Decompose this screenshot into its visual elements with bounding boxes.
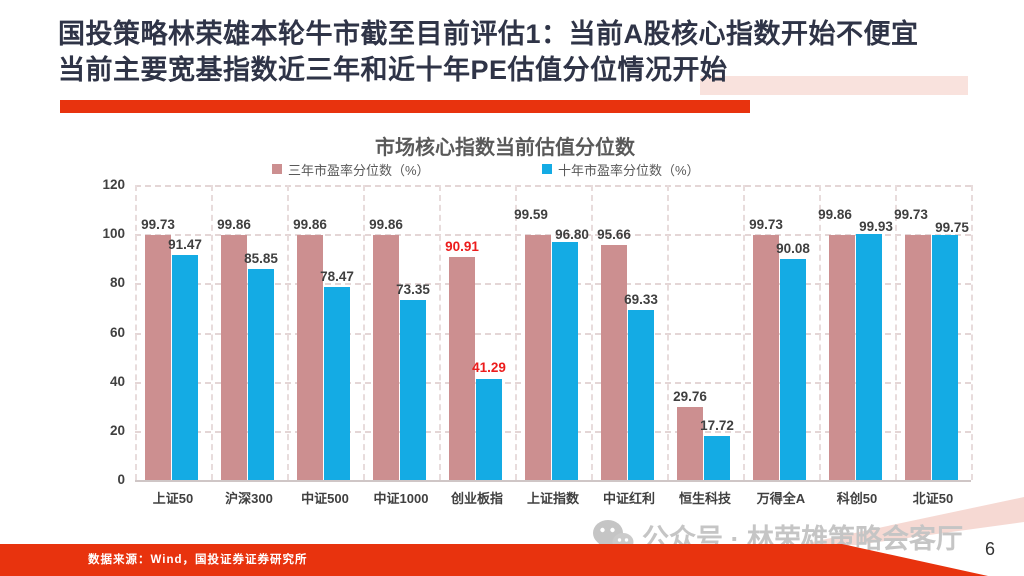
y-tick-label-40: 40 <box>109 373 125 389</box>
x-axis-label-科创50: 科创50 <box>836 491 878 506</box>
x-axis-label-北证50: 北证50 <box>912 491 954 506</box>
x-axis-label-上证指数: 上证指数 <box>526 491 579 506</box>
title-underline-bar <box>60 100 750 113</box>
gridline-y-0 <box>135 480 971 482</box>
gridline-x-7 <box>667 185 669 480</box>
x-axis-label-沪深300: 沪深300 <box>225 491 273 506</box>
chart-title: 市场核心指数当前估值分位数 <box>375 137 635 159</box>
bar-value-10yr-万得全A: 90.08 <box>776 240 810 256</box>
bar-10yr-万得全A <box>780 258 806 480</box>
bar-value-10yr-科创50: 99.93 <box>859 219 893 235</box>
bar-3yr-上证指数 <box>525 235 551 480</box>
gridline-x-0 <box>135 185 137 480</box>
gridline-x-9 <box>819 185 821 480</box>
x-axis-label-中证500: 中证500 <box>301 491 349 506</box>
bar-10yr-中证500 <box>324 287 350 480</box>
y-tick-label-120: 120 <box>102 177 125 192</box>
y-tick-label-60: 60 <box>109 324 125 340</box>
legend-swatch-3yr <box>272 164 282 174</box>
bar-value-10yr-中证红利: 69.33 <box>624 291 658 307</box>
bar-value-3yr-上证指数: 99.59 <box>514 207 548 223</box>
legend-label-10yr: 十年市盈率分位数（%） <box>558 162 700 178</box>
bar-10yr-创业板指 <box>476 378 502 480</box>
legend-label-3yr: 三年市盈率分位数（%） <box>288 162 430 178</box>
bar-3yr-创业板指 <box>449 256 475 480</box>
bar-3yr-沪深300 <box>221 234 247 480</box>
page-title-line2: 当前主要宽基指数近三年和近十年PE估值分位情况开始 <box>58 55 728 85</box>
gridline-x-5 <box>515 185 517 480</box>
bar-10yr-中证1000 <box>400 299 426 480</box>
bar-value-3yr-恒生科技: 29.76 <box>673 388 707 404</box>
bar-value-3yr-中证1000: 99.86 <box>369 216 403 232</box>
bar-value-3yr-沪深300: 99.86 <box>217 216 251 232</box>
gridline-y-100 <box>135 234 971 237</box>
bar-value-3yr-上证50: 99.73 <box>141 216 175 232</box>
y-axis: 0 20 40 60 80 100 120 <box>80 177 125 487</box>
bar-value-3yr-科创50: 99.86 <box>818 206 852 222</box>
x-axis-label-创业板指: 创业板指 <box>450 491 503 506</box>
bar-3yr-科创50 <box>829 234 855 480</box>
y-tick-label-80: 80 <box>109 275 125 291</box>
bar-value-3yr-中证红利: 95.66 <box>597 226 631 242</box>
bar-3yr-中证红利 <box>601 244 627 480</box>
bar-value-10yr-恒生科技: 17.72 <box>700 418 734 434</box>
legend-item-10yr: 十年市盈率分位数（%） <box>542 161 700 178</box>
bar-value-10yr-中证1000: 73.35 <box>396 281 430 297</box>
x-axis-label-中证红利: 中证红利 <box>602 491 655 506</box>
bar-value-3yr-北证50: 99.73 <box>894 206 928 222</box>
x-axis-label-上证50: 上证50 <box>152 491 194 506</box>
page-title-line1: 国投策略林荣雄本轮牛市截至目前评估1：当前A股核心指数开始不便宜 <box>58 19 919 49</box>
bar-3yr-上证50 <box>145 234 171 480</box>
bar-3yr-北证50 <box>905 234 931 480</box>
bar-value-10yr-上证指数: 96.80 <box>555 227 589 243</box>
legend-item-3yr: 三年市盈率分位数（%） <box>272 161 430 178</box>
gridline-y-120 <box>135 185 971 187</box>
bar-value-10yr-沪深300: 85.85 <box>244 250 278 266</box>
y-tick-label-20: 20 <box>109 422 125 438</box>
bar-3yr-万得全A <box>753 234 779 480</box>
gridline-x-6 <box>591 185 593 480</box>
bar-3yr-恒生科技 <box>677 406 703 480</box>
gridline-x-8 <box>743 185 745 480</box>
bar-10yr-上证指数 <box>552 242 578 480</box>
x-axis-label-万得全A: 万得全A <box>756 491 806 506</box>
bar-value-10yr-上证50: 91.47 <box>168 237 202 253</box>
legend-swatch-10yr <box>542 164 552 174</box>
x-axis-label-恒生科技: 恒生科技 <box>678 491 731 506</box>
gridline-x-4 <box>439 185 441 480</box>
bar-value-3yr-中证500: 99.86 <box>293 216 327 232</box>
gridline-x-10 <box>895 185 897 480</box>
gridline-x-1 <box>211 185 213 480</box>
gridline-x-11 <box>971 185 973 480</box>
x-axis-label-中证1000: 中证1000 <box>373 491 429 506</box>
bar-value-10yr-创业板指: 41.29 <box>472 360 506 376</box>
bar-value-3yr-万得全A: 99.73 <box>749 216 783 232</box>
bar-3yr-中证500 <box>297 234 323 480</box>
bar-value-3yr-创业板指: 90.91 <box>445 238 479 254</box>
page-number: 6 <box>985 539 996 559</box>
gridline-x-3 <box>363 185 365 480</box>
bar-10yr-上证50 <box>172 255 198 480</box>
gridline-x-2 <box>287 185 289 480</box>
bar-value-10yr-中证500: 78.47 <box>320 269 354 285</box>
title-highlight-stripe <box>700 76 968 95</box>
bar-10yr-恒生科技 <box>704 436 730 480</box>
bar-10yr-沪深300 <box>248 268 274 480</box>
page-title: 国投策略林荣雄本轮牛市截至目前评估1：当前A股核心指数开始不便宜 当前主要宽基指… <box>58 16 988 88</box>
data-source-note: 数据来源：Wind，国投证券证券研究所 <box>88 554 308 566</box>
y-tick-label-100: 100 <box>102 226 125 242</box>
y-tick-label-0: 0 <box>117 472 125 487</box>
bar-10yr-中证红利 <box>628 309 654 480</box>
bar-10yr-科创50 <box>856 234 882 480</box>
bar-10yr-北证50 <box>932 234 958 480</box>
bar-3yr-中证1000 <box>373 234 399 480</box>
bar-chart-plot-area: 99.73 91.47 上证50 99.86 85.85 沪深300 99.86 78.47 中… <box>135 185 973 506</box>
bar-value-10yr-北证50: 99.75 <box>935 219 969 235</box>
